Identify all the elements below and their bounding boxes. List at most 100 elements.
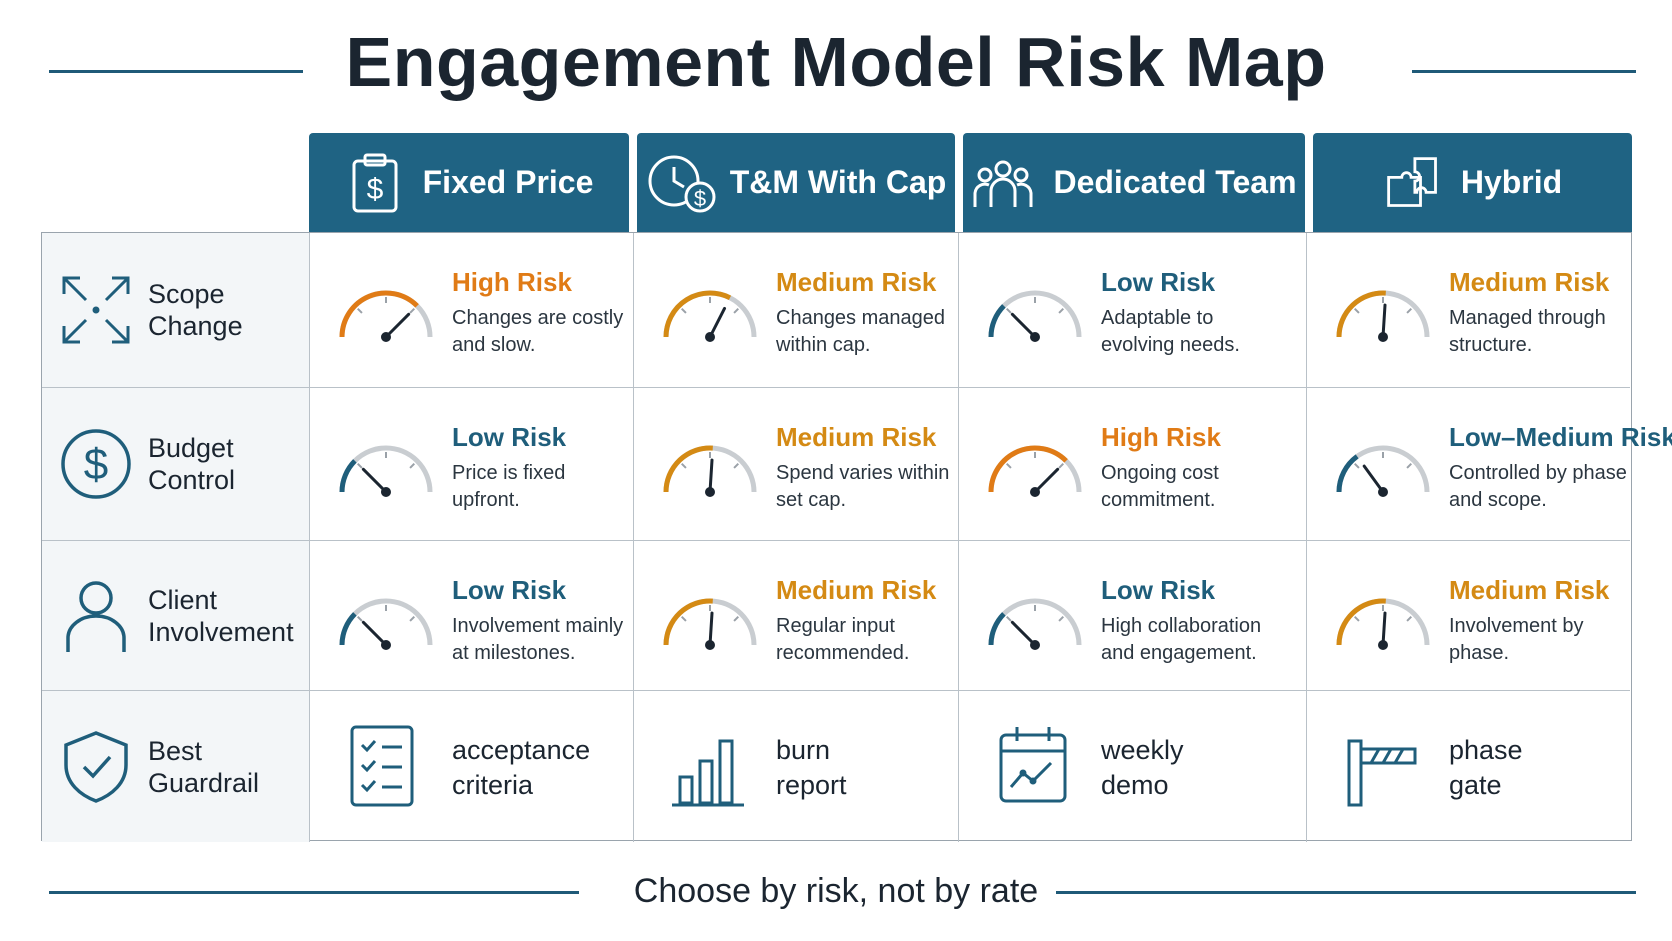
risk-description: Controlled by phase and scope. [1449,462,1627,511]
risk-gauge-icon [1336,445,1430,497]
gauge-tick [1354,308,1360,314]
footer-tagline: Choose by risk, not by rate [633,872,1039,910]
risk-cell-fixed-price: Low Risk Price is fixed upfront. [310,388,634,541]
risk-cell-tm-with-cap: Medium Risk Changes managed within cap. [634,233,959,388]
risk-level: Low Risk [1101,267,1216,297]
gauge-needle [1033,467,1060,494]
gauge-needle [1010,312,1037,339]
gauge-tick [357,308,363,314]
title-row: Engagement Model Risk Map [0,22,1672,102]
risk-description: Spend varies within set cap. [776,462,950,511]
risk-cell-dedicated-team: Low Risk High collaboration and engagemen… [959,541,1307,691]
gauge-fill [988,612,1006,646]
guardrail-text: burn report [776,735,847,800]
gauge-needle [1381,611,1387,647]
risk-cell-tm-with-cap: Medium Risk Spend varies within set cap. [634,388,959,541]
gauge-needle [361,467,388,494]
column-header-hybrid: Hybrid [1313,133,1632,232]
risk-level: High Risk [1101,422,1221,452]
row-label-best-guardrail: Best Guardrail [42,691,310,842]
guardrail-cell-fixed-price: acceptance criteria [310,691,634,842]
column-label: Hybrid [1460,164,1563,200]
row-label-budget-control: $ Budget Control [42,388,310,541]
gauge-needle [1362,464,1385,494]
person-icon [66,580,126,652]
checklist-icon [350,725,414,807]
gauge-fill [1336,454,1359,493]
gauge-hub [381,640,391,650]
gauge-tick [1354,463,1360,469]
risk-gauge-icon [988,598,1082,650]
gauge-needle [384,312,411,339]
gauge-tick [1406,308,1412,314]
gauge-fill [339,612,357,646]
risk-gauge-icon [339,290,433,342]
risk-description: Managed through structure. [1449,307,1606,356]
risk-gauge-icon [339,445,433,497]
barrier-gate-icon [1347,739,1417,807]
svg-text:$: $ [366,173,383,206]
risk-gauge-icon [663,445,757,497]
page-title: Engagement Model Risk Map [345,23,1327,101]
gauge-needle [1010,620,1037,647]
gauge-tick [681,308,687,314]
risk-description: Changes managed within cap. [776,307,946,356]
risk-description: High collaboration and engagement. [1101,615,1262,664]
gauge-hub [705,487,715,497]
gauge-fill [339,459,357,493]
column-header-dedicated-team: Dedicated Team [963,133,1305,232]
gauge-tick [1058,308,1064,314]
gauge-needle [708,458,714,494]
risk-level: Medium Risk [1449,575,1610,605]
gauge-needle [1381,303,1387,339]
column-label: Fixed Price [422,164,594,200]
risk-cell-hybrid: Low–Medium Risk Controlled by phase and s… [1307,388,1672,541]
gauge-hub [1378,487,1388,497]
expand-arrows-icon [62,276,130,344]
gauge-tick [409,308,415,314]
risk-level: Medium Risk [776,422,937,452]
gauge-tick [733,308,739,314]
footer-rule-right [1056,891,1636,894]
gauge-hub [1030,332,1040,342]
gauge-fill [663,445,713,493]
guardrail-text: phase gate [1449,735,1523,800]
risk-cell-hybrid: Medium Risk Involvement by phase. [1307,541,1630,691]
gauge-hub [1378,332,1388,342]
gauge-tick [1006,308,1012,314]
risk-description: Changes are costly and slow. [452,307,624,356]
guardrail-cell-hybrid: phase gate [1307,691,1630,842]
risk-description: Ongoing cost commitment. [1101,462,1219,511]
gauge-tick [1406,463,1412,469]
row-label-client-involvement: Client Involvement [42,541,310,691]
column-label: T&M With Cap [729,164,947,200]
gauge-hub [1030,487,1040,497]
bar-chart-icon [672,739,744,807]
gauge-fill [663,598,713,646]
gauge-fill [663,290,732,338]
column-header-fixed-price: $ Fixed Price [309,133,629,232]
risk-level: Medium Risk [776,267,937,297]
guardrail-cell-dedicated-team: weekly demo [959,691,1307,842]
row-label-text: Budget Control [148,433,236,495]
gauge-tick [681,463,687,469]
clock-dollar-icon: $ [648,155,716,212]
gauge-fill [1336,598,1386,646]
risk-description: Involvement by phase. [1449,615,1584,664]
gauge-tick [1006,463,1012,469]
gauge-fill [339,290,419,338]
row-label-text: Scope Change [148,279,243,341]
risk-gauge-icon [663,290,757,342]
gauge-fill [1336,290,1386,338]
gauge-tick [409,463,415,469]
guardrail-text: weekly demo [1101,735,1184,800]
risk-description: Regular input recommended. [776,615,910,664]
gauge-hub [705,640,715,650]
column-header-tm-with-cap: $ T&M With Cap [637,133,955,232]
footer-rule-left [49,891,579,894]
gauge-tick [357,616,363,622]
risk-description: Adaptable to evolving needs. [1101,307,1240,356]
guardrail-text: acceptance criteria [452,735,591,800]
gauge-needle [708,611,714,647]
gauge-hub [381,487,391,497]
